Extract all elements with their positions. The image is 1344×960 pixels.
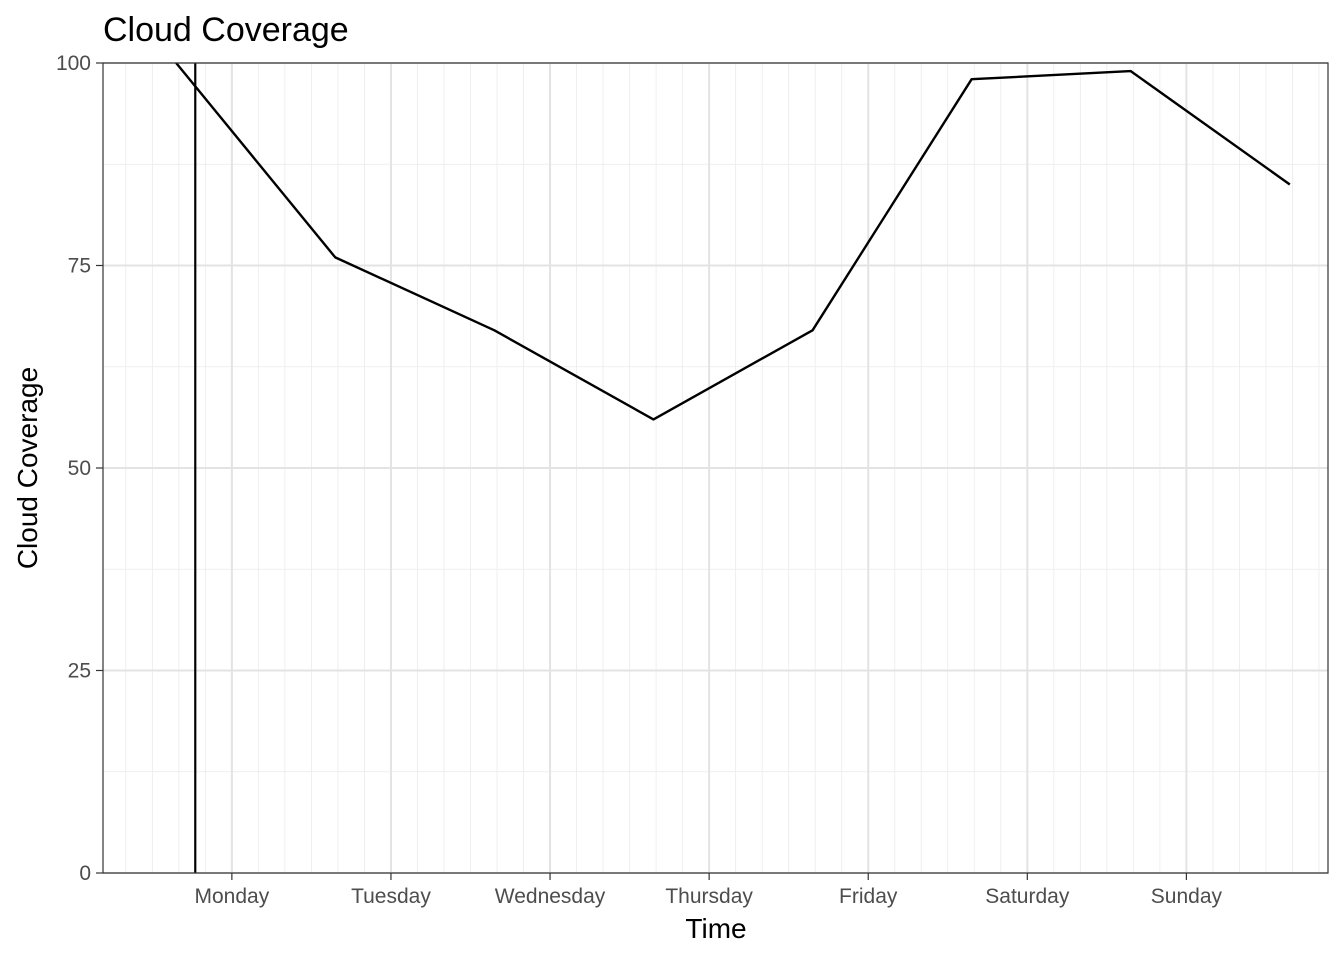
y-tick-label: 75 <box>68 255 91 278</box>
y-axis-title: Cloud Coverage <box>12 367 43 569</box>
x-tick-label: Sunday <box>1151 885 1223 908</box>
x-tick-label: Wednesday <box>495 885 606 908</box>
y-axis: 0 25 50 75 100 <box>56 52 103 885</box>
y-tick-label: 25 <box>68 660 91 683</box>
x-tick-label: Thursday <box>665 885 753 908</box>
x-tick-label: Tuesday <box>351 885 431 908</box>
x-axis-title: Time <box>685 913 746 944</box>
y-tick-label: 50 <box>68 457 91 480</box>
x-tick-label: Friday <box>839 885 898 908</box>
y-tick-label: 0 <box>79 862 91 885</box>
x-tick-label: Monday <box>195 885 270 908</box>
x-tick-label: Saturday <box>985 885 1070 908</box>
series-line <box>175 63 1291 421</box>
y-tick-label: 100 <box>56 52 91 75</box>
chart-title: Cloud Coverage <box>103 11 349 49</box>
x-axis: Monday Tuesday Wednesday Thursday Friday Satu… <box>195 873 1223 908</box>
series-layer <box>175 63 1291 873</box>
